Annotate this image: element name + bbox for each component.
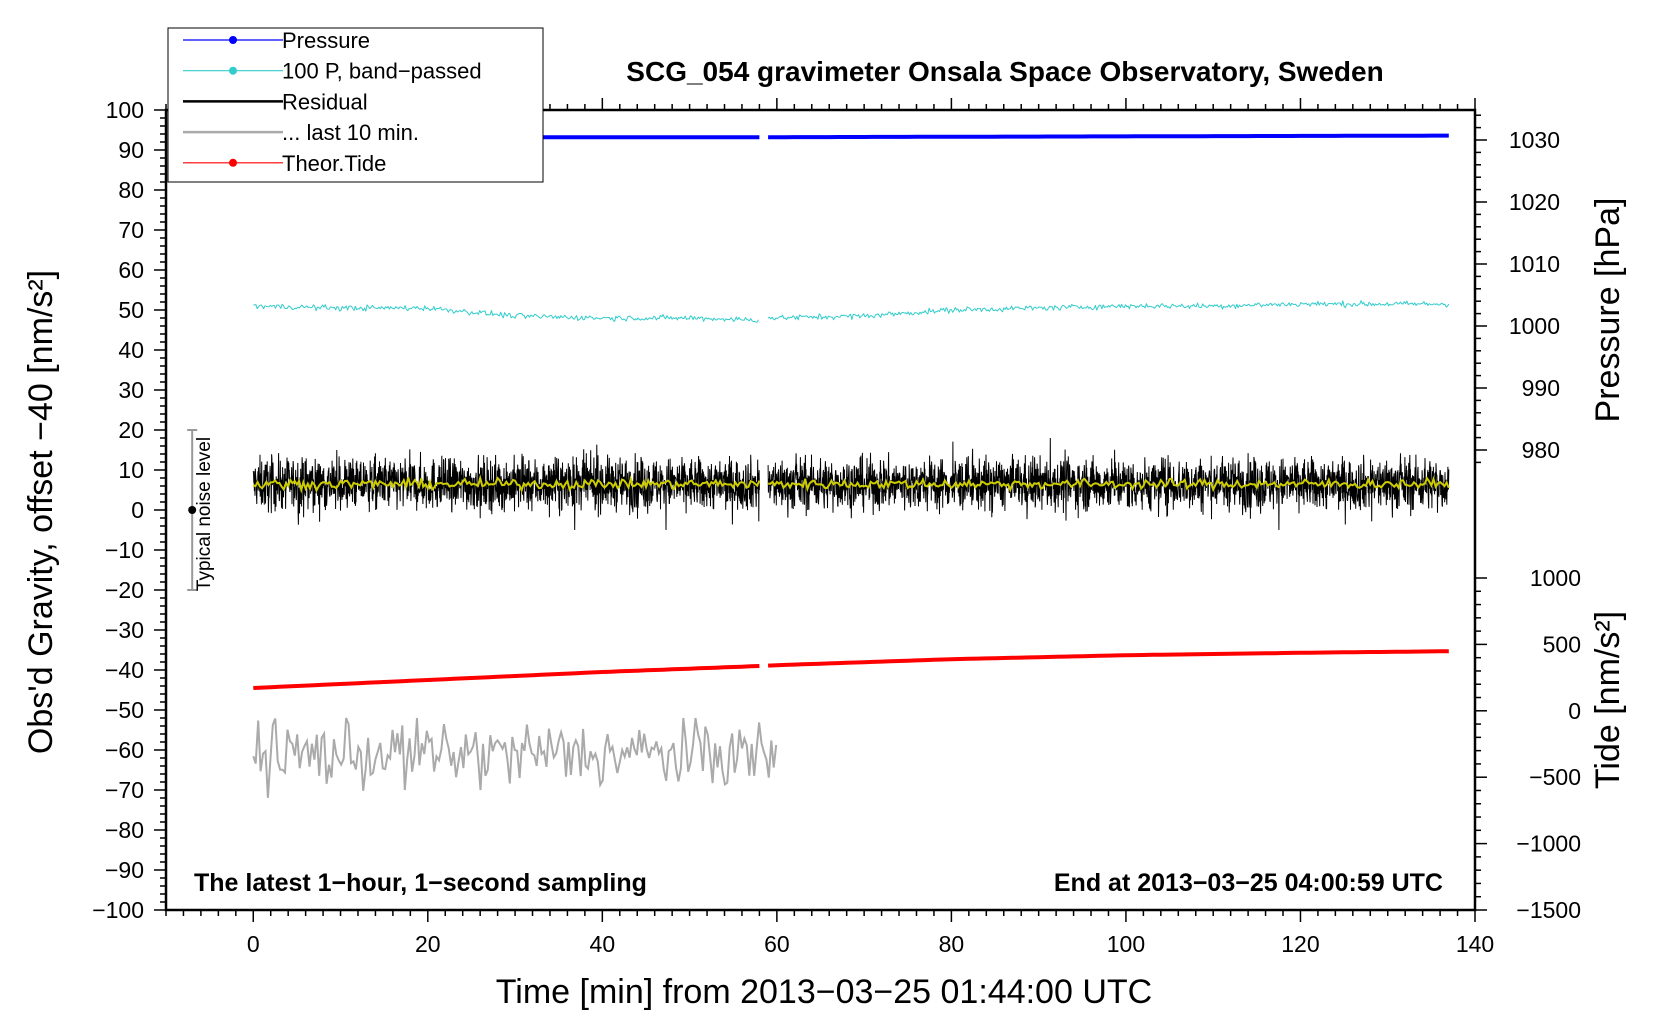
chart-title: SCG_054 gravimeter Onsala Space Observat… <box>626 56 1383 87</box>
y-tick-label: −20 <box>105 577 144 603</box>
y-axis-label-pressure: Pressure [hPa] <box>1589 198 1627 423</box>
series-theor-tide <box>768 649 1449 668</box>
legend-label: Pressure <box>282 28 370 53</box>
x-tick-label: 60 <box>764 931 790 957</box>
y-tick-label: 0 <box>131 497 144 523</box>
pressure-tick-label: 990 <box>1522 375 1560 401</box>
x-tick-label: 120 <box>1281 931 1319 957</box>
series-100-p-band-passed <box>253 303 759 323</box>
series-residual-smoothed <box>252 474 761 494</box>
y-tick-label: 90 <box>118 137 144 163</box>
y-tick-label: 10 <box>118 457 144 483</box>
tide-tick-label: 0 <box>1568 698 1581 724</box>
pressure-tick-label: 1020 <box>1509 189 1560 215</box>
legend-marker <box>229 158 237 167</box>
series-last-10-min <box>252 717 778 798</box>
noise-center-dot <box>188 506 197 514</box>
y-tick-label: −40 <box>105 657 144 683</box>
x-tick-labels: 0 20 40 60 80 100 120 140 <box>247 931 1494 957</box>
tide-tick-label: −1000 <box>1516 831 1581 857</box>
y-tick-label: 20 <box>118 417 144 443</box>
legend-marker <box>229 66 237 75</box>
x-tick-label: 20 <box>415 931 441 957</box>
y-tick-label: −100 <box>92 897 144 923</box>
y-tick-label: 80 <box>118 177 144 203</box>
tide-tick-labels: −1500 −1000 −500 0 500 1000 <box>1516 565 1581 923</box>
y-tick-label: 60 <box>118 257 144 283</box>
y-tick-label: 70 <box>118 217 144 243</box>
x-tick-label: 80 <box>939 931 965 957</box>
legend-label: Residual <box>282 89 368 114</box>
noise-label: Typical noise level <box>194 437 215 591</box>
tide-tick-label: −1500 <box>1516 897 1581 923</box>
legend: Pressure 100 P, band−passed Residual ... la… <box>167 27 544 183</box>
y-tick-label: 100 <box>106 97 144 123</box>
y-tick-label: −70 <box>105 777 144 803</box>
pressure-tick-label: 980 <box>1522 437 1560 463</box>
y-tick-labels: −100−90−80−70−60−50−40−30−20−10010203040… <box>92 97 144 923</box>
tide-tick-label: −500 <box>1529 764 1581 790</box>
x-tick-label: 100 <box>1107 931 1145 957</box>
y-axis-label-left: Obs'd Gravity, offset −40 [nm/s²] <box>22 270 60 754</box>
tide-tick-label: 1000 <box>1530 565 1581 591</box>
pressure-tick-labels: 980 990 1000 1010 1020 1030 <box>1509 127 1560 463</box>
y-tick-label: −60 <box>105 737 144 763</box>
pressure-tick-label: 1010 <box>1509 251 1560 277</box>
plot-frame <box>164 108 1477 912</box>
x-tick-label: 0 <box>247 931 260 957</box>
series-theor-tide <box>253 664 760 690</box>
legend-label: Theor.Tide <box>282 151 386 176</box>
x-tick-label: 140 <box>1456 931 1494 957</box>
x-tick-label: 40 <box>590 931 616 957</box>
noise-marker: Typical noise level <box>187 429 215 591</box>
y-tick-label: −30 <box>105 617 144 643</box>
y-tick-label: −50 <box>105 697 144 723</box>
y-tick-label: −90 <box>105 857 144 883</box>
y-tick-label: −10 <box>105 537 144 563</box>
pressure-tick-label: 1030 <box>1509 127 1560 153</box>
y-tick-label: 30 <box>118 377 144 403</box>
y-axis-label-tide: Tide [nm/s²] <box>1589 611 1627 789</box>
series-residual-smoothed <box>768 475 1450 493</box>
legend-box <box>167 27 544 183</box>
annotation-bottom-left: The latest 1−hour, 1−second sampling <box>194 869 647 897</box>
x-axis-label: Time [min] from 2013−03−25 01:44:00 UTC <box>496 973 1152 1011</box>
y-tick-label: 40 <box>118 337 144 363</box>
series-pressure <box>768 133 1449 140</box>
data-series <box>252 133 1450 798</box>
legend-label: 100 P, band−passed <box>282 59 482 84</box>
legend-marker <box>229 36 237 44</box>
tick-marks <box>154 98 1487 922</box>
pressure-tick-label: 1000 <box>1509 313 1560 339</box>
y-tick-label: 50 <box>118 297 144 323</box>
series-100-p-band-passed <box>767 300 1450 321</box>
legend-label: ... last 10 min. <box>282 120 419 145</box>
tide-tick-label: 500 <box>1543 631 1581 657</box>
y-tick-label: −80 <box>105 817 144 843</box>
annotation-bottom-right: End at 2013−03−25 04:00:59 UTC <box>1054 869 1443 897</box>
